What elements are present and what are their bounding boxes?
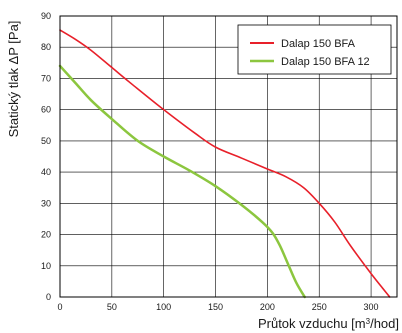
y-tick-label: 10 [41, 261, 51, 271]
x-axis-title: Průtok vzduchu [m3/hod] [258, 316, 399, 331]
x-axis-title-main: Průtok vzduchu [m [258, 316, 366, 331]
y-tick-label: 50 [41, 136, 51, 146]
legend-label-dalap-150-bfa-12: Dalap 150 BFA 12 [281, 56, 370, 68]
x-tick-label: 300 [364, 302, 379, 312]
legend: Dalap 150 BFA Dalap 150 BFA 12 [237, 24, 392, 75]
y-axis-title: Statický tlak ΔP [Pa] [6, 21, 21, 138]
x-tick-label: 150 [208, 302, 223, 312]
plot-frame [59, 15, 398, 298]
series-line-0 [59, 29, 391, 298]
legend-box [237, 24, 392, 75]
y-tick-label: 80 [41, 42, 51, 52]
x-tick-label: 50 [107, 302, 117, 312]
legend-label-dalap-150-bfa: Dalap 150 BFA [281, 38, 356, 50]
y-tick-label: 30 [41, 198, 51, 208]
y-tick-label: 60 [41, 105, 51, 115]
x-axis-title-superscript: 3 [366, 317, 371, 326]
series-layer [58, 29, 391, 299]
y-tick-label: 90 [41, 11, 51, 21]
x-tick-label: 250 [312, 302, 327, 312]
x-tick-label: 100 [156, 302, 171, 312]
y-tick-label: 40 [41, 167, 51, 177]
tick-labels: 0 50 100 150 200 250 300 0 10 20 30 40 50 60 70 80 90 [41, 11, 379, 312]
x-tick-label: 200 [260, 302, 275, 312]
y-tick-label: 0 [46, 292, 51, 302]
series-line-1 [58, 64, 306, 299]
x-axis-title-tail: /hod] [370, 316, 399, 331]
y-tick-label: 70 [41, 73, 51, 83]
y-tick-label: 20 [41, 230, 51, 240]
x-tick-label: 0 [57, 302, 62, 312]
